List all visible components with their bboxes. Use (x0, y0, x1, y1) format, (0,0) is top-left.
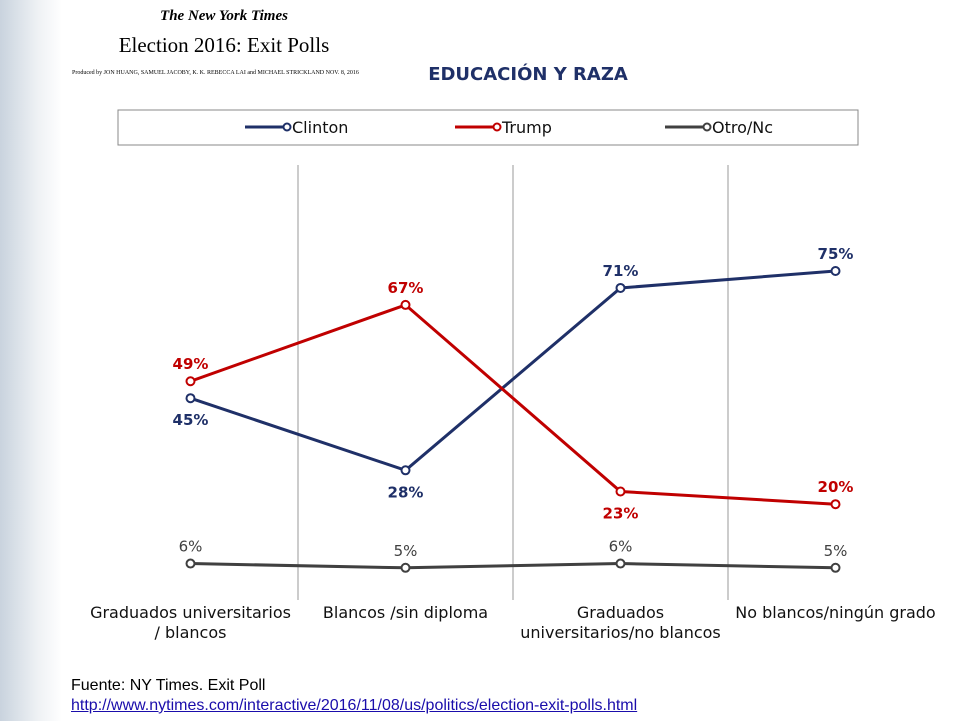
legend-label: Clinton (292, 118, 348, 137)
data-point (400, 465, 411, 476)
data-point (615, 558, 626, 569)
data-label: 49% (173, 355, 209, 373)
footer: Fuente: NY Times. Exit Poll http://www.n… (71, 676, 637, 716)
x-tick-label: Graduados universitarios / blancos (90, 603, 291, 642)
data-label: 23% (603, 504, 639, 522)
data-point (185, 393, 196, 404)
data-label: 6% (609, 538, 633, 556)
source: Fuente: NY Times. Exit Poll (71, 677, 266, 694)
series-line (189, 303, 836, 506)
masthead: The New York Times (160, 8, 288, 24)
x-tick-label: No blancos/ningún grado (735, 603, 936, 622)
data-label: 28% (388, 483, 424, 501)
data-point (830, 562, 841, 573)
x-tick-label: Blancos /sin diploma (322, 603, 489, 622)
legend-label: Trump (501, 118, 552, 137)
data-point (400, 299, 411, 310)
chart-title: EDUCACIÓN Y RAZA (428, 63, 628, 85)
legend-marker (282, 122, 292, 132)
data-point (830, 266, 841, 276)
byline: Produced by JON HUANG, SAMUEL JACOBY, K.… (72, 70, 359, 76)
legend-marker (702, 122, 712, 132)
data-point (185, 558, 196, 569)
series-line (190, 269, 836, 472)
data-label: 20% (818, 478, 854, 496)
data-label: 6% (179, 538, 203, 556)
data-point (185, 376, 196, 387)
data-point (830, 499, 841, 510)
data-label: 45% (173, 411, 209, 429)
background-strip (0, 0, 62, 721)
data-label: 67% (388, 279, 424, 297)
data-point (615, 282, 626, 293)
data-label: 71% (603, 262, 639, 280)
data-point (400, 562, 411, 573)
data-label: 75% (818, 245, 854, 263)
source-link[interactable]: http://www.nytimes.com/interactive/2016/… (71, 697, 638, 714)
legend-label: Otro/Nc (712, 118, 773, 137)
x-tick-label: Graduados universitarios/no blancos (520, 603, 721, 642)
data-label: 5% (824, 542, 848, 560)
legend-marker (492, 122, 502, 132)
data-label: 5% (394, 542, 418, 560)
report-title: Election 2016: Exit Polls (119, 33, 330, 57)
data-point (615, 486, 626, 497)
series-line (190, 562, 836, 570)
